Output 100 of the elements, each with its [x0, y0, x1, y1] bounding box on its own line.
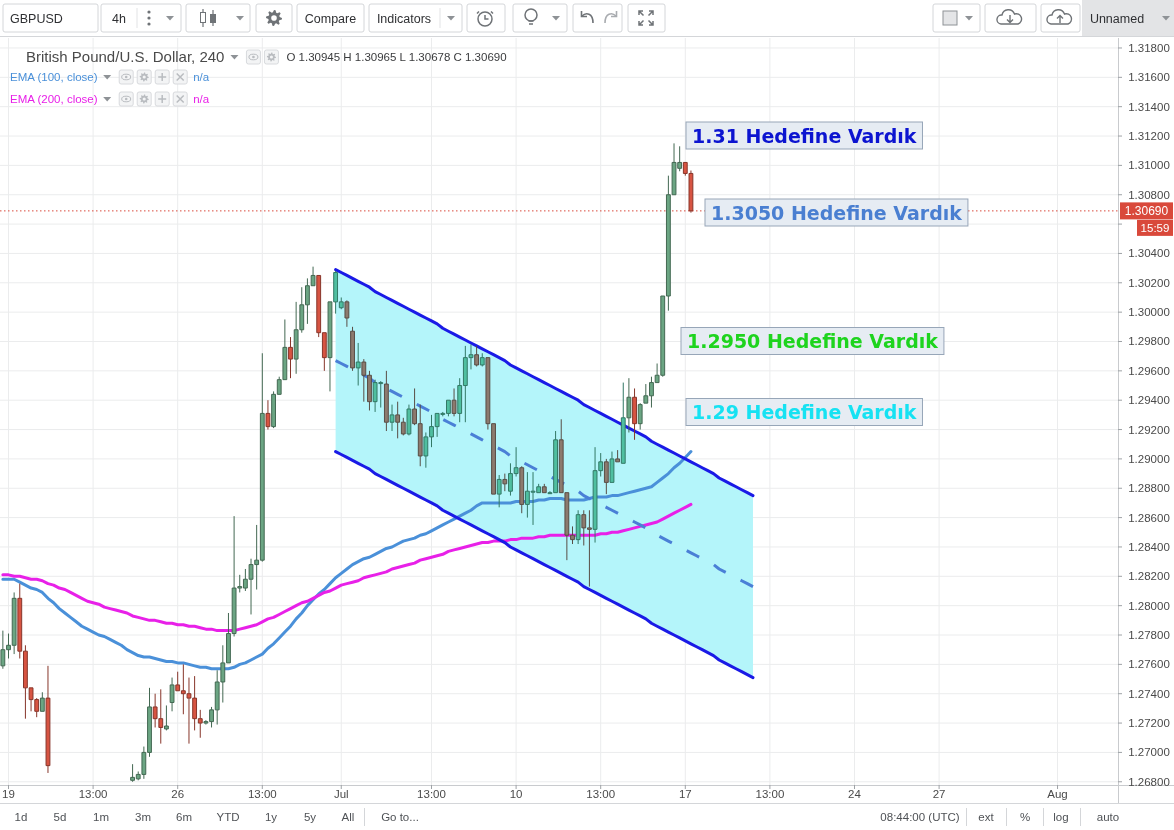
- text: 1m: [93, 811, 109, 823]
- y-tick-label: 1.26800: [1128, 775, 1170, 788]
- candlestick: [496, 474, 502, 508]
- text: 6m: [176, 811, 192, 823]
- y-tick-label: 1.29400: [1128, 394, 1170, 407]
- candlestick: [39, 691, 45, 712]
- text: Unnamed: [1089, 11, 1145, 26]
- y-tick-label: 1.27200: [1128, 717, 1170, 730]
- x-tick-label: 10: [509, 788, 523, 800]
- y-tick-label: 1.30200: [1128, 276, 1170, 289]
- candlestick: [406, 404, 412, 436]
- candlestick: [609, 451, 615, 483]
- candlestick: [389, 404, 395, 432]
- annotation: n/a: [193, 93, 210, 105]
- text: All: [341, 811, 355, 823]
- text: %: [1019, 811, 1031, 823]
- text: Indicators: [376, 11, 432, 26]
- y-tick-label: 1.28800: [1128, 482, 1170, 495]
- y-tick-label: 1.28600: [1128, 511, 1170, 524]
- ref-line-label: 1.30690: [1124, 204, 1169, 219]
- text: 4h: [112, 11, 126, 26]
- candlestick: [575, 509, 581, 545]
- annotation: n/a: [193, 71, 210, 83]
- candlestick: [502, 473, 508, 492]
- y-tick-label: 1.31400: [1128, 100, 1170, 113]
- text: British Pound/U.S. Dollar, 240: [26, 48, 225, 65]
- y-tick-label: 1.31200: [1128, 130, 1170, 143]
- candlestick: [541, 483, 547, 494]
- text: log: [1053, 811, 1069, 823]
- x-tick-label: 13:00: [247, 788, 277, 800]
- line-series: [334, 450, 755, 680]
- y-tick-label: 1.27400: [1128, 687, 1170, 700]
- x-tick-label: Jul: [333, 788, 349, 800]
- candlestick: [169, 677, 175, 712]
- y-tick-label: 1.27000: [1128, 746, 1170, 759]
- x-tick-label: 13:00: [417, 788, 446, 800]
- annotation: 1.29 Hedefine Vardık: [692, 401, 917, 423]
- candlestick: [615, 449, 621, 463]
- text: O 1.30945 H 1.30965 L 1.30678 C 1.30690: [286, 51, 507, 63]
- y-tick-label: 1.28200: [1128, 570, 1170, 583]
- candlestick: [637, 402, 643, 431]
- candlestick: [288, 336, 293, 379]
- x-tick-label: 26: [171, 788, 185, 800]
- candlestick: [519, 465, 525, 514]
- candlestick: [632, 387, 637, 441]
- candlestick: [603, 458, 609, 495]
- y-tick-label: 1.31000: [1128, 159, 1170, 172]
- text: 5d: [53, 811, 67, 823]
- text: ext: [978, 811, 995, 823]
- text: 1y: [264, 811, 278, 823]
- x-tick-label: Aug: [1047, 788, 1068, 800]
- candlestick: [620, 382, 626, 464]
- text: EMA (200, close): [10, 93, 98, 105]
- candlestick: [479, 352, 485, 367]
- candlestick: [45, 665, 51, 774]
- text: YTD: [216, 811, 240, 823]
- y-tick-label: 1.29200: [1128, 423, 1170, 436]
- candlestick: [350, 326, 355, 372]
- x-tick-label: 17: [678, 788, 692, 800]
- text: GBPUSD: [10, 11, 63, 26]
- y-tick-label: 1.28400: [1128, 540, 1170, 553]
- candlestick: [327, 301, 333, 392]
- candlestick: [383, 370, 389, 432]
- y-tick-label: 1.30400: [1128, 247, 1170, 260]
- text: 5y: [303, 811, 317, 823]
- y-tick-label: 1.29000: [1128, 452, 1170, 465]
- candlestick: [626, 377, 632, 433]
- candlestick: [265, 399, 271, 431]
- line-series: [1, 502, 693, 633]
- text: EMA (100, close): [10, 71, 98, 83]
- candlestick: [344, 299, 350, 328]
- candlestick: [164, 704, 169, 731]
- x-tick-label: 13:00: [755, 788, 785, 800]
- y-tick-label: 1.30800: [1128, 188, 1170, 201]
- text: auto: [1096, 811, 1120, 823]
- y-tick-label: 1.31600: [1128, 71, 1170, 84]
- y-tick-label: 1.27800: [1128, 629, 1170, 642]
- text: 08:44:00 (UTC): [880, 811, 960, 823]
- text: 3m: [135, 811, 151, 823]
- text: Compare: [304, 11, 357, 26]
- x-tick-label: 27: [932, 788, 946, 800]
- line-series: [1, 450, 693, 671]
- candlestick: [474, 345, 480, 367]
- y-tick-label: 1.30000: [1128, 306, 1170, 319]
- x-tick-label: 24: [848, 788, 862, 800]
- annotation: 1.2950 Hedefine Vardık: [687, 330, 939, 352]
- candlestick: [451, 387, 457, 417]
- text: Go to...: [381, 811, 419, 823]
- annotation: 1.31 Hedefine Vardık: [692, 124, 917, 147]
- y-tick-label: 1.28000: [1128, 599, 1170, 612]
- x-tick-label: 19: [2, 788, 15, 800]
- candlestick: [355, 342, 361, 387]
- y-tick-label: 1.27600: [1128, 658, 1170, 671]
- y-tick-label: 1.31800: [1128, 41, 1170, 54]
- x-tick-label: 13:00: [586, 788, 616, 800]
- y-tick-label: 1.29600: [1128, 364, 1170, 377]
- x-tick-label: 13:00: [78, 788, 108, 800]
- y-tick-label: 1.29800: [1128, 335, 1170, 348]
- text: 1d: [14, 811, 28, 823]
- annotation: 1.3050 Hedefine Vardık: [711, 201, 963, 224]
